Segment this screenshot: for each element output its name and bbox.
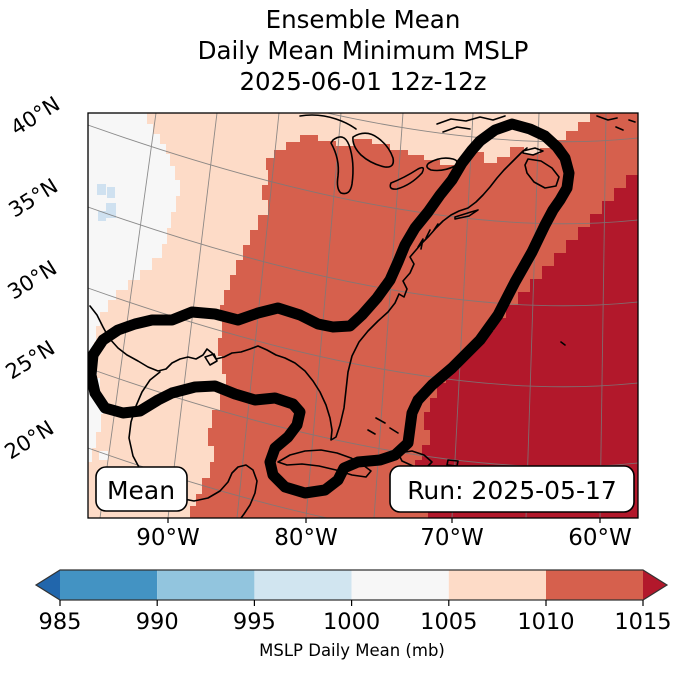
coastline-lake-erie	[389, 166, 425, 190]
lake-pixel	[107, 187, 115, 198]
coastline-long-island	[454, 209, 479, 220]
coastline-hispaniola	[397, 450, 433, 469]
meridian-95w	[99, 113, 157, 518]
map-border	[87, 112, 639, 519]
lon-label-70w: 70°W	[420, 525, 484, 551]
lon-label-90w: 90°W	[136, 525, 200, 551]
lat-label-20n: 20°N	[0, 416, 58, 464]
mean-box-label: Mean	[107, 476, 175, 505]
colorbar-segment-1000-1005	[351, 570, 449, 600]
coastlines	[89, 114, 636, 518]
lat-label-25n: 25°N	[1, 336, 59, 384]
lon-axis-labels: 90°W 80°W 70°W 60°W	[136, 525, 632, 551]
cbar-label-1000: 1000	[323, 609, 380, 635]
run-box-label: Run: 2025-05-17	[407, 476, 617, 505]
colorbar-extend-high-arrow	[643, 570, 667, 600]
lon-label-80w: 80°W	[274, 525, 338, 551]
colorbar-segment-1005-1010	[448, 570, 546, 600]
coastline-st-lawrence	[436, 115, 506, 125]
colorbar-segment-990-995	[157, 570, 255, 600]
lon-axis-ticks	[167, 518, 601, 523]
coastline-st-lawrence-south	[442, 126, 471, 133]
lon-label-60w: 60°W	[568, 525, 632, 551]
meridian-65w	[525, 113, 540, 518]
title-line-2: Daily Mean Minimum MSLP	[198, 36, 529, 65]
colorbar-extend-low-arrow	[36, 570, 60, 600]
meridian-60w	[599, 113, 607, 518]
lake-pixel	[98, 211, 106, 221]
coastline-bahamas	[367, 417, 399, 435]
lat-label-40n: 40°N	[6, 92, 64, 140]
parallel-45n	[324, 113, 638, 143]
colorbar-axis-label: MSLP Daily Mean (mb)	[259, 641, 445, 660]
pressure-band-995-1000-patches	[97, 184, 116, 221]
coastline-bermuda	[560, 341, 566, 346]
cbar-label-1010: 1010	[517, 609, 574, 635]
title-block: Ensemble Mean Daily Mean Minimum MSLP 20…	[198, 5, 529, 96]
pressure-band-1005-1010	[88, 113, 590, 518]
white-pixel-patch	[99, 451, 108, 460]
pressure-band-above-1015	[415, 175, 638, 518]
cbar-label-985: 985	[39, 609, 82, 635]
coastline-pei	[522, 147, 544, 156]
parallel-35n	[88, 206, 638, 307]
coastline-gulf-eastcoast	[89, 147, 528, 441]
title-line-1: Ensemble Mean	[266, 5, 461, 34]
colorbar-tick-labels: 985 990 995 1000 1005 1010 1015	[39, 609, 672, 635]
meridian-70w	[451, 113, 474, 518]
colorbar: 985 990 995 1000 1005 1010 1015 MSLP Dai…	[34, 569, 672, 660]
pressure-band-1000-1005	[88, 113, 180, 462]
map-panel	[88, 113, 638, 518]
lat-label-30n: 30°N	[3, 256, 61, 304]
coastline-cuba	[277, 449, 372, 478]
cbar-label-1005: 1005	[420, 609, 477, 635]
colorbar-segment-995-1000	[254, 570, 352, 600]
mean-box: Mean	[95, 466, 188, 512]
colorbar-segment-1010-1015	[546, 570, 643, 600]
run-box: Run: 2025-05-17	[389, 465, 635, 513]
colorbar-ticks	[59, 600, 644, 606]
annotation-contour	[88, 118, 575, 499]
coastline-mississippi-delta	[204, 353, 218, 366]
lat-axis-labels: 40°N 35°N 30°N 25°N 20°N	[0, 92, 64, 464]
title-line-3: 2025-06-01 12z-12z	[239, 67, 486, 96]
coastline-nova-scotia	[524, 158, 560, 189]
lake-pixel	[97, 184, 106, 195]
mean-box-frame	[95, 466, 188, 512]
coastline-lake-michigan	[330, 136, 354, 195]
cbar-label-1015: 1015	[614, 609, 671, 635]
coastline-chesapeake	[417, 223, 439, 250]
cbar-label-990: 990	[136, 609, 179, 635]
coastline-lake-huron	[352, 132, 395, 168]
colorbar-segment-985-990	[60, 570, 158, 600]
lat-label-35n: 35°N	[4, 174, 62, 222]
run-box-frame	[389, 465, 635, 513]
parallel-40n	[88, 124, 638, 225]
cbar-label-995: 995	[233, 609, 276, 635]
lake-pixel	[106, 203, 116, 218]
coastline-mexico-yucatan	[128, 371, 258, 518]
coastline-lake-superior	[299, 114, 357, 130]
coastline-newfoundland-bits	[596, 115, 636, 131]
